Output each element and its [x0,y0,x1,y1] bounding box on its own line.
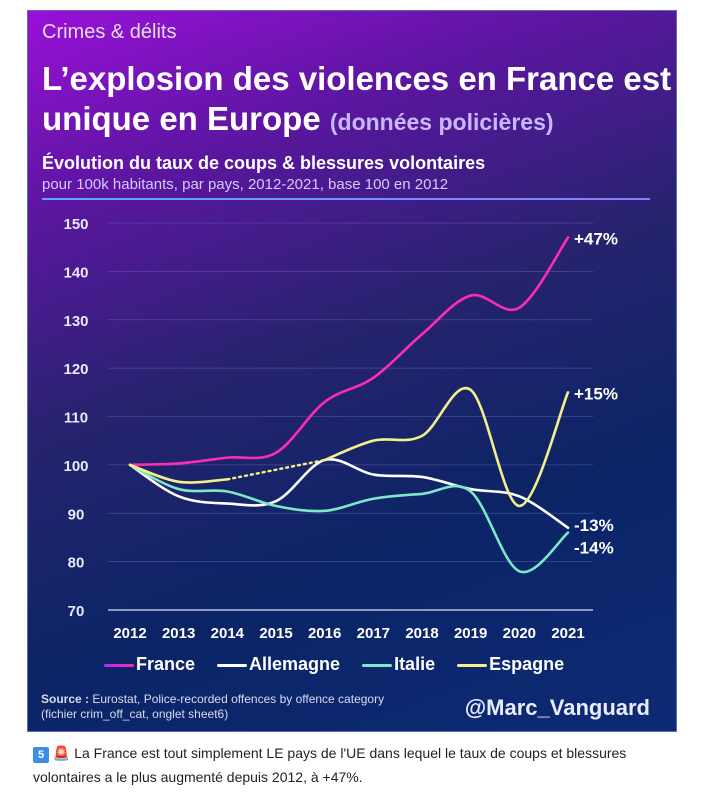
infographic-card: Crimes & délits L’explosion des violence… [27,10,677,732]
end-label-espagne: +15% [574,384,618,403]
kicker: Crimes & délits [42,21,177,43]
source-text-2: (fichier crim_off_cat, onglet sheet6) [41,707,229,721]
x-tick-label: 2016 [308,625,341,642]
source-note: Source : Eurostat, Police-recorded offen… [41,692,384,722]
headline-text: L’explosion des violences en France est … [42,60,672,137]
x-tick-label: 2015 [259,625,292,642]
end-label-allemagne: -13% [574,516,614,535]
series-line-espagne [323,386,570,508]
source-text: Eurostat, Police-recorded offences by of… [92,692,385,706]
series-line-espagne [128,463,229,484]
siren-emoji: 🚨 [52,745,71,761]
chart-subtitle: pour 100k habitants, par pays, 2012-2021… [42,176,449,193]
end-label-italie: -14% [574,539,614,558]
legend-item-italie: Italie [362,654,435,675]
series-gap-espagne [226,458,326,481]
y-tick-label: 130 [63,313,88,330]
series-line-france [128,236,570,467]
x-tick-label: 2018 [405,625,438,642]
legend-item-espagne: Espagne [457,654,564,675]
legend-swatch [217,663,248,667]
end-label-france: +47% [574,230,618,249]
divider [42,198,650,200]
legend-swatch [457,663,488,667]
y-tick-label: 140 [63,264,88,281]
legend-label: France [136,654,196,674]
x-tick-label: 2013 [162,625,195,642]
x-tick-label: 2014 [211,625,245,642]
y-tick-label: 100 [63,458,88,475]
legend-item-allemagne: Allemagne [217,654,340,675]
y-tick-label: 120 [63,361,88,378]
legend-label: Italie [394,654,436,674]
legend-label: Espagne [489,654,565,674]
series-line-allemagne [128,457,570,530]
caption-text: La France est tout simplement LE pays de… [33,745,627,785]
x-tick-label: 2017 [357,625,390,642]
x-tick-label: 2019 [454,625,487,642]
source-label: Source : [41,692,90,706]
y-tick-label: 80 [68,555,85,572]
y-tick-label: 70 [68,603,85,620]
x-tick-label: 2020 [503,625,536,642]
chart-title: Évolution du taux de coups & blessures v… [42,153,486,173]
legend-swatch [104,663,134,667]
line-chart: 70 80 90 100 110 120 130 140 150 2012 2013 2014 2015… [63,216,618,642]
post-caption: 5 🚨 La France est tout simplement LE pay… [33,741,683,789]
headline: L’explosion des violences en France est … [42,59,672,142]
series-line-italie [128,463,570,574]
legend: France Allemagne Italie Espagne [104,654,564,675]
x-tick-label: 2012 [113,625,146,642]
number-badge: 5 [33,747,49,763]
legend-label: Allemagne [249,654,341,674]
y-tick-label: 90 [68,506,85,523]
y-tick-label: 150 [63,216,88,233]
x-tick-label: 2021 [551,625,584,642]
y-tick-label: 110 [64,410,88,427]
legend-item-france: France [104,654,195,675]
legend-swatch [362,663,393,667]
author-handle: @Marc_Vanguard [464,695,650,720]
headline-paren: (données policières) [329,109,554,135]
